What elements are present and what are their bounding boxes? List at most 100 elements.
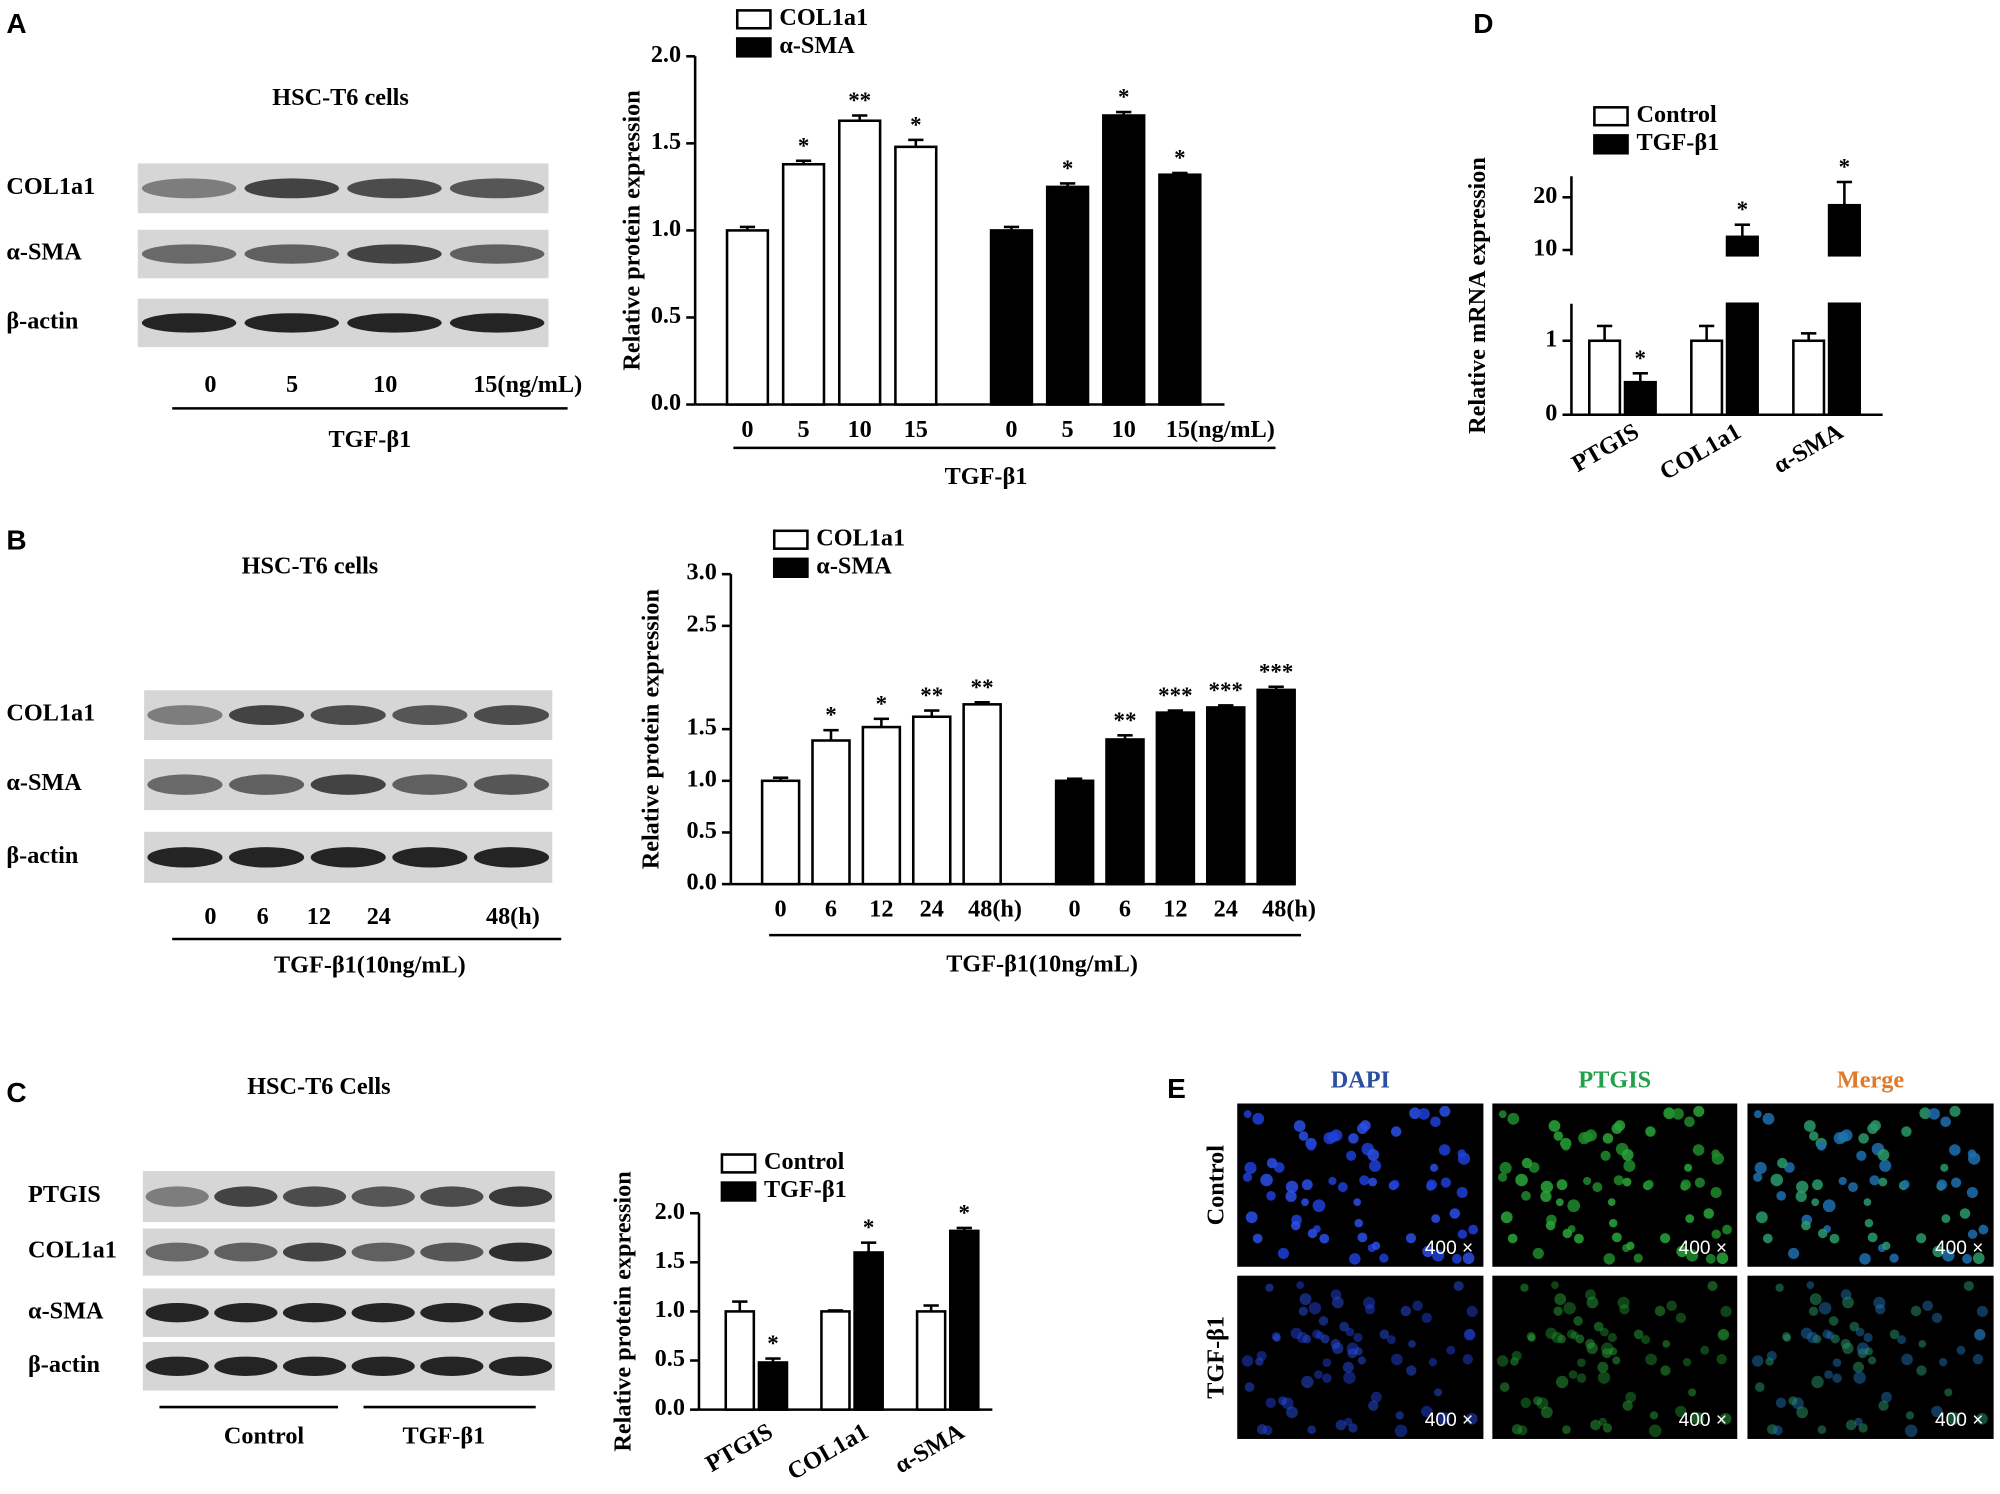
- blot-band: [244, 244, 340, 264]
- x-tick-label: 24: [1214, 895, 1238, 922]
- cell: [1867, 1232, 1878, 1243]
- cell: [1645, 1126, 1656, 1137]
- cell: [1950, 1177, 1962, 1188]
- cell: [1947, 1412, 1961, 1425]
- cell: [1330, 1289, 1342, 1300]
- blot-band: [420, 1302, 484, 1323]
- cell: [1663, 1107, 1675, 1120]
- bar: [1827, 203, 1861, 257]
- cell: [1451, 1253, 1462, 1264]
- cell: [1296, 1281, 1305, 1290]
- blot-row-label: β-actin: [6, 307, 78, 334]
- cell: [1863, 1332, 1873, 1343]
- cell: [1796, 1180, 1809, 1194]
- cell: [1684, 1116, 1695, 1128]
- cell: [1718, 1328, 1730, 1340]
- bar: [948, 1229, 980, 1411]
- cell: [1949, 1144, 1961, 1156]
- cell: [1371, 1241, 1381, 1251]
- cell: [1976, 1305, 1988, 1318]
- blot-band: [244, 313, 340, 333]
- cell: [1499, 1161, 1512, 1175]
- cell: [1772, 1425, 1783, 1436]
- cell: [1386, 1335, 1396, 1345]
- y-tick-label: 1.5: [655, 1247, 685, 1274]
- blot-band: [420, 1242, 484, 1262]
- blot-row-label: COL1a1: [6, 700, 95, 727]
- cell: [1527, 1334, 1536, 1342]
- blot-band: [488, 1242, 553, 1262]
- cell: [1770, 1173, 1784, 1187]
- cell: [1877, 1149, 1890, 1161]
- cell: [1553, 1131, 1564, 1141]
- cell: [1852, 1361, 1864, 1373]
- x-tick-label: α-SMA: [1769, 418, 1848, 479]
- cell: [1545, 1220, 1556, 1231]
- cell: [1318, 1316, 1329, 1326]
- cell: [1931, 1405, 1943, 1418]
- bar: [1725, 235, 1759, 257]
- cell: [1412, 1300, 1423, 1312]
- significance-label: *: [910, 112, 921, 137]
- cell: [1438, 1144, 1451, 1156]
- cell: [1878, 1400, 1889, 1411]
- blot-row-label: α-SMA: [28, 1297, 104, 1324]
- y-tick-label: 0.5: [651, 302, 681, 329]
- blot-row-label: α-SMA: [6, 769, 82, 796]
- x-tick-label: 5: [1062, 416, 1074, 443]
- legend-label: Control: [764, 1148, 845, 1175]
- cell: [1585, 1338, 1595, 1349]
- cell: [1353, 1198, 1362, 1206]
- legend-label: α-SMA: [779, 32, 855, 59]
- cell: [1956, 1345, 1966, 1355]
- cell: [1817, 1228, 1828, 1239]
- bar: [853, 1251, 884, 1411]
- blot-band: [347, 313, 442, 333]
- cell: [1963, 1280, 1974, 1292]
- cell: [1879, 1159, 1892, 1172]
- bar: [1155, 711, 1196, 886]
- cell: [1446, 1345, 1456, 1355]
- panel-letter: D: [1473, 8, 1493, 39]
- cell: [1256, 1350, 1267, 1361]
- legend-swatch: [1593, 134, 1629, 155]
- lane-label: 10: [373, 371, 397, 398]
- cell: [1944, 1388, 1953, 1397]
- bar: [1588, 339, 1622, 417]
- cell: [1694, 1177, 1705, 1188]
- y-tick-label: 1.0: [651, 215, 681, 242]
- cell: [1754, 1161, 1767, 1175]
- cell: [1359, 1175, 1370, 1186]
- significance-label: *: [767, 1331, 778, 1356]
- cell: [1301, 1179, 1313, 1191]
- legend-label: TGF-β1: [764, 1176, 847, 1203]
- blot-band: [147, 705, 223, 726]
- bar: [760, 779, 801, 886]
- cell: [1812, 1179, 1823, 1191]
- blot-band: [214, 1186, 278, 1207]
- cell: [1395, 1411, 1404, 1420]
- cell: [1299, 1293, 1312, 1306]
- cell: [1607, 1198, 1616, 1206]
- cell: [1252, 1112, 1265, 1125]
- blot-band: [449, 244, 545, 264]
- cell: [1849, 1321, 1860, 1332]
- cell: [1277, 1247, 1290, 1260]
- bar: [1792, 339, 1826, 417]
- cell: [1692, 1144, 1705, 1156]
- column-header: PTGIS: [1578, 1066, 1651, 1093]
- cell: [1858, 1133, 1869, 1144]
- lane-label: 5: [286, 371, 298, 398]
- cell: [1649, 1411, 1659, 1420]
- cell: [1307, 1228, 1318, 1239]
- cell: [1573, 1316, 1583, 1326]
- cell: [1507, 1112, 1520, 1125]
- cell: [1967, 1149, 1977, 1158]
- significance-label: **: [971, 675, 994, 700]
- legend-label: COL1a1: [779, 4, 868, 31]
- cell: [1307, 1425, 1316, 1435]
- cell: [1940, 1116, 1951, 1128]
- y-tick-label: 0.0: [687, 869, 717, 896]
- blot-band: [282, 1356, 347, 1376]
